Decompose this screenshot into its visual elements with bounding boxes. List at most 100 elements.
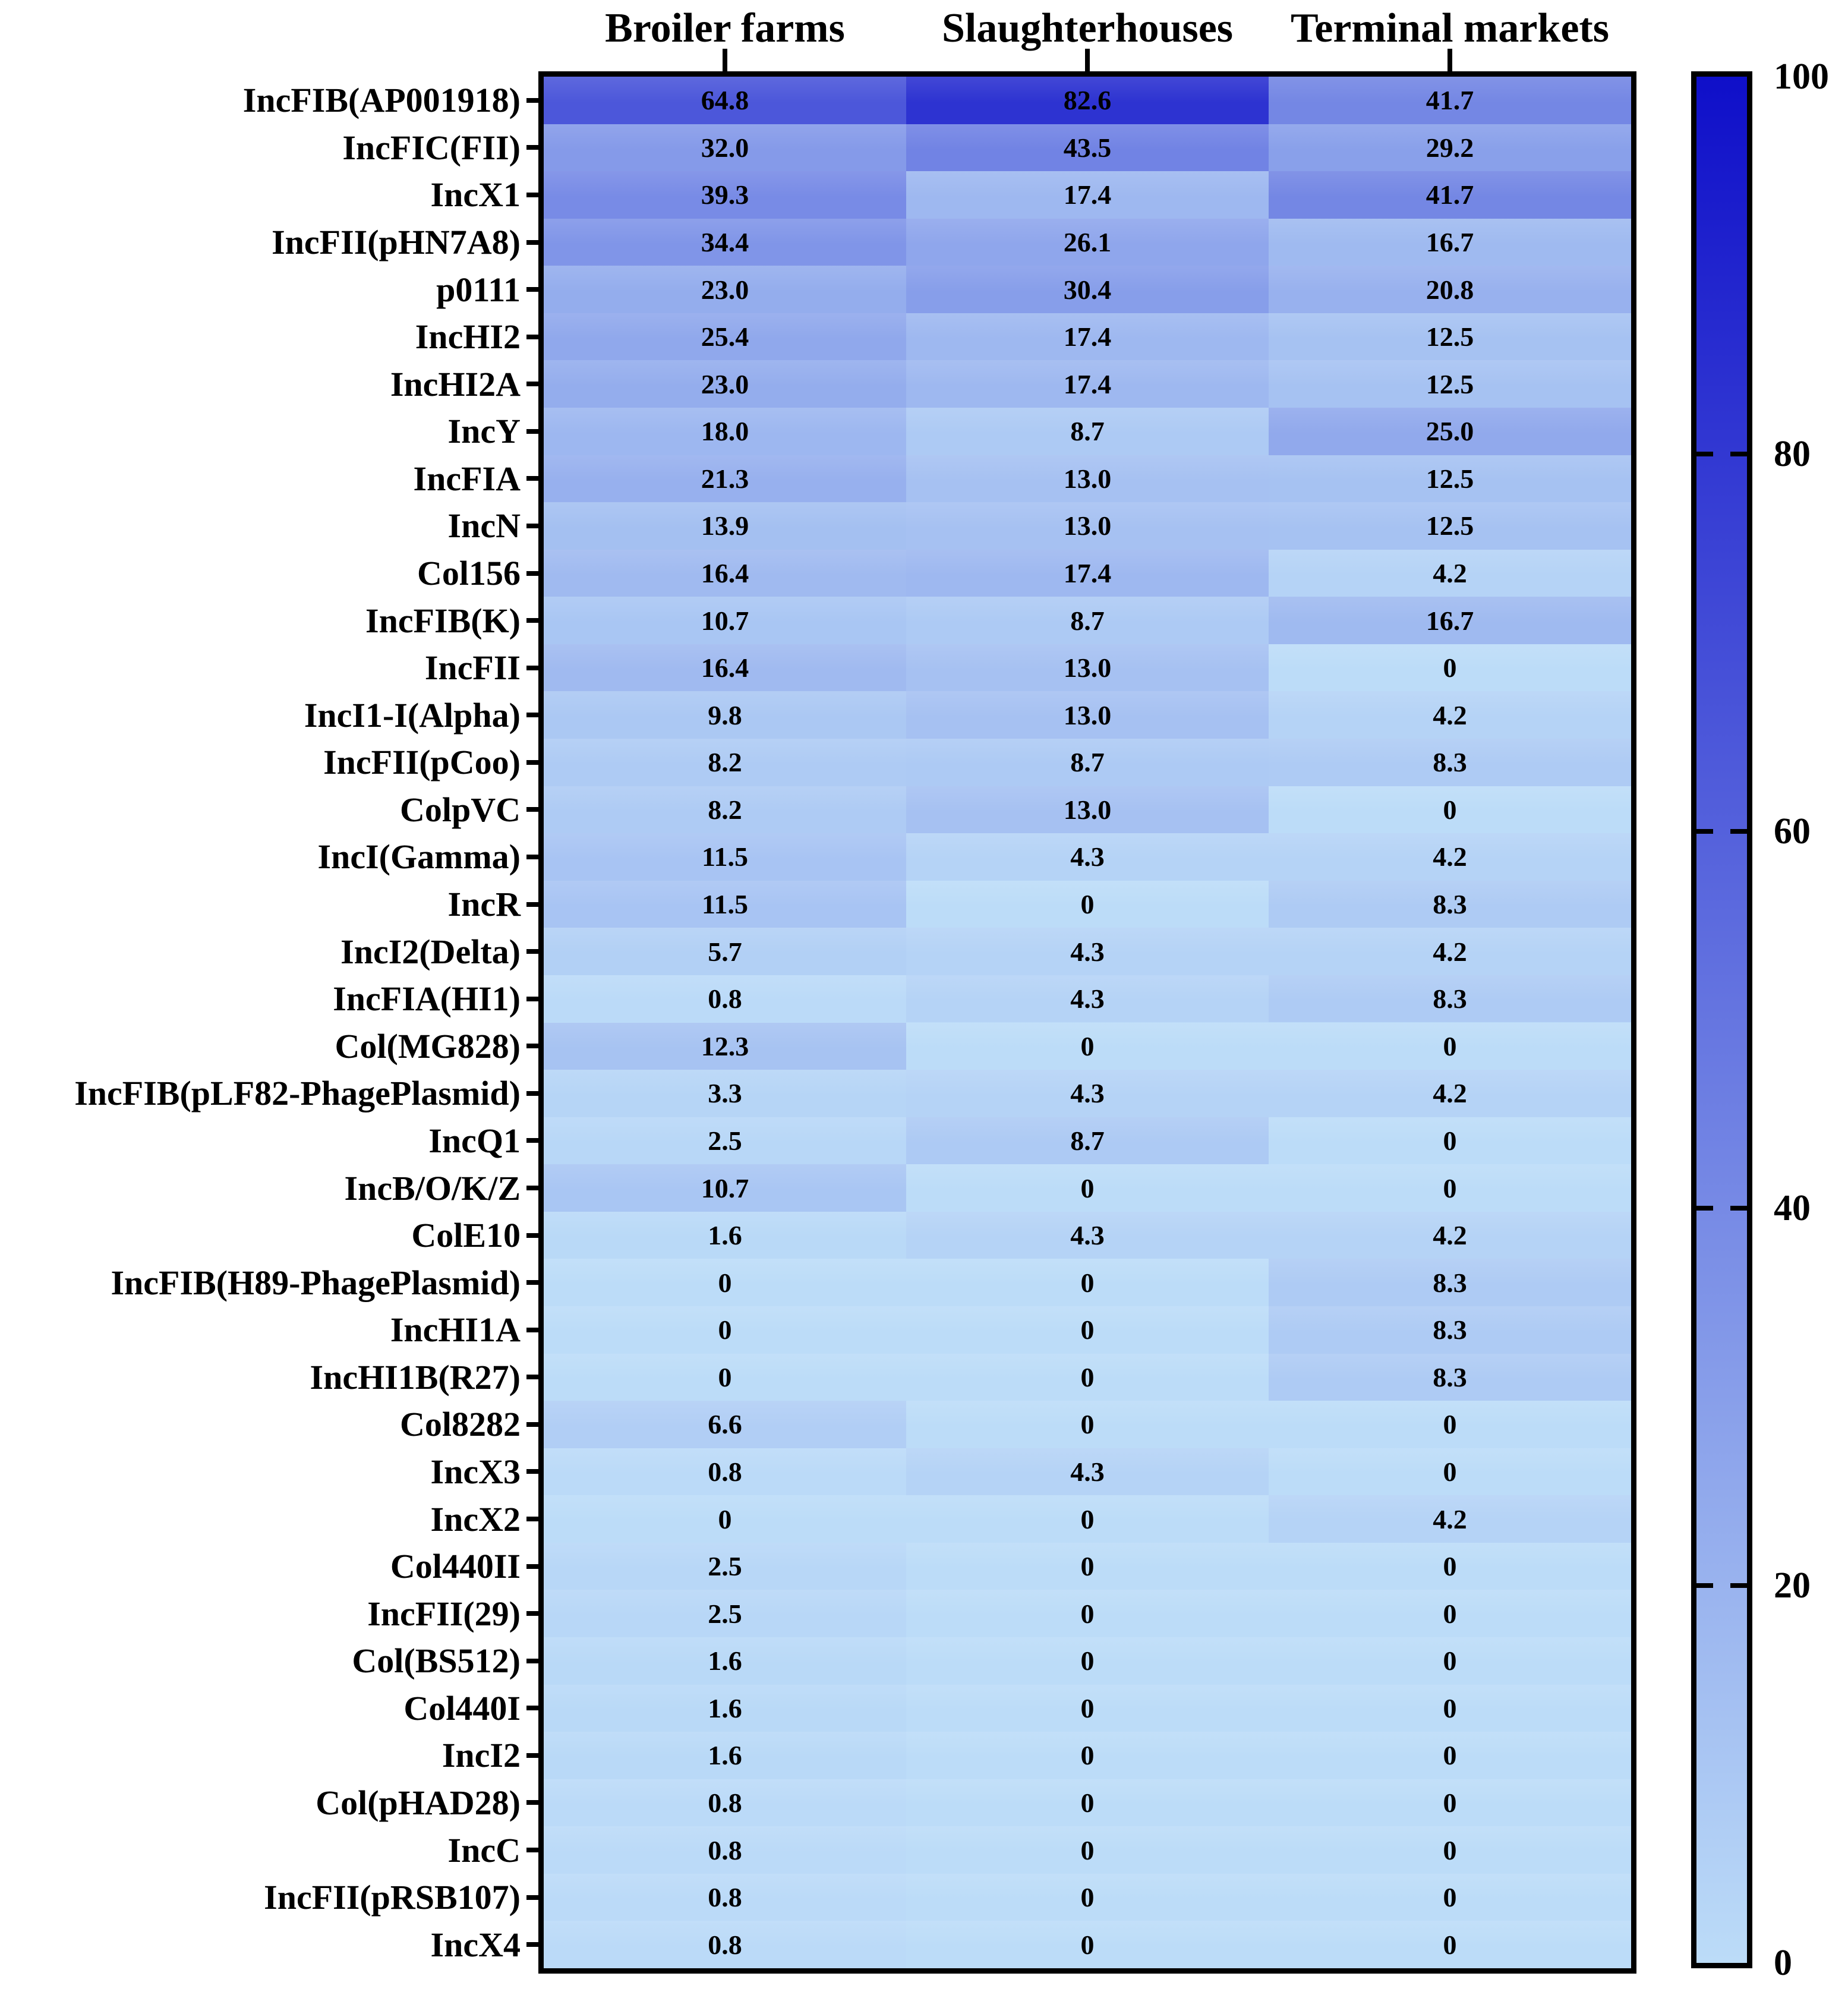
heatmap-cell: 0 xyxy=(1269,1921,1631,1968)
row-label: IncFIC(FII) xyxy=(342,128,521,167)
cell-value: 13.0 xyxy=(1063,699,1112,730)
heatmap-cell: 23.0 xyxy=(544,266,906,313)
heatmap-cell: 6.6 xyxy=(544,1401,906,1448)
cell-value: 0 xyxy=(1080,1315,1095,1345)
heatmap-cell: 2.5 xyxy=(544,1117,906,1165)
heatmap-cell: 11.5 xyxy=(544,880,906,928)
row-label: Col440II xyxy=(390,1547,521,1586)
row-label: IncHI1B(R27) xyxy=(310,1357,521,1397)
heatmap-cell: 0 xyxy=(906,880,1269,928)
heatmap-cell: 4.3 xyxy=(906,833,1269,881)
cell-value: 4.2 xyxy=(1433,936,1467,967)
cell-value: 8.3 xyxy=(1433,1267,1467,1298)
heatmap-cell: 8.2 xyxy=(544,739,906,786)
cell-value: 16.7 xyxy=(1426,605,1474,636)
heatmap-cell: 0 xyxy=(544,1495,906,1543)
row-tick xyxy=(526,1517,544,1522)
row-tick xyxy=(526,1800,544,1805)
row-label: p0111 xyxy=(436,270,521,309)
cell-value: 4.3 xyxy=(1070,936,1105,967)
cell-value: 0 xyxy=(1080,1787,1095,1818)
heatmap-cell: 0 xyxy=(1269,1684,1631,1732)
heatmap-cell: 8.3 xyxy=(1269,975,1631,1023)
row-tick xyxy=(526,713,544,718)
heatmap-cell: 0 xyxy=(906,1259,1269,1306)
cell-value: 8.7 xyxy=(1070,747,1105,778)
row-tick xyxy=(526,1753,544,1758)
cell-value: 4.2 xyxy=(1433,1504,1467,1534)
heatmap-cell: 0 xyxy=(906,1401,1269,1448)
colorbar-tick-right xyxy=(1730,1206,1747,1211)
row-label: IncFII xyxy=(424,648,521,688)
cell-value: 0 xyxy=(1443,1173,1457,1203)
cell-value: 4.3 xyxy=(1070,1456,1105,1487)
heatmap-cell: 26.1 xyxy=(906,218,1269,266)
cell-value: 12.5 xyxy=(1426,463,1474,494)
cell-value: 29.2 xyxy=(1426,132,1474,163)
heatmap-cell: 0 xyxy=(544,1306,906,1354)
row-label: IncX1 xyxy=(430,175,521,215)
heatmap-cell: 82.6 xyxy=(906,77,1269,124)
cell-value: 0 xyxy=(718,1315,732,1345)
heatmap-cell: 12.5 xyxy=(1269,313,1631,361)
heatmap-cell: 0 xyxy=(544,1259,906,1306)
colorbar-tick-label: 0 xyxy=(1774,1943,1792,1983)
heatmap-cell: 13.0 xyxy=(906,786,1269,834)
cell-value: 0 xyxy=(1080,1030,1095,1061)
heatmap-cell: 1.6 xyxy=(544,1211,906,1259)
heatmap-cell: 12.5 xyxy=(1269,360,1631,408)
row-label: IncFIA xyxy=(413,459,521,498)
cell-value: 0 xyxy=(1080,1598,1095,1629)
cell-value: 0 xyxy=(718,1361,732,1392)
row-tick xyxy=(526,949,544,954)
cell-value: 2.5 xyxy=(708,1598,742,1629)
heatmap-cell: 0 xyxy=(906,1873,1269,1921)
row-tick xyxy=(526,523,544,528)
heatmap-cell: 8.3 xyxy=(1269,1306,1631,1354)
row-label: IncX3 xyxy=(430,1452,521,1491)
row-label: IncC xyxy=(447,1830,521,1870)
row-label: IncFIB(pLF82-PhagePlasmid) xyxy=(74,1074,521,1113)
row-label: Col(pHAD28) xyxy=(316,1783,521,1822)
row-label: IncR xyxy=(447,885,521,924)
cell-value: 16.4 xyxy=(701,558,749,589)
cell-value: 4.2 xyxy=(1433,699,1467,730)
cell-value: 13.0 xyxy=(1063,510,1112,541)
colorbar-tick-label: 40 xyxy=(1774,1188,1811,1229)
row-tick xyxy=(526,902,544,907)
row-label: IncHI2 xyxy=(415,317,521,357)
heatmap-cell: 4.3 xyxy=(906,928,1269,975)
heatmap-cell: 20.8 xyxy=(1269,266,1631,313)
heatmap-cell: 3.3 xyxy=(544,1070,906,1117)
row-label: IncFII(pRSB107) xyxy=(264,1878,521,1917)
column-header-1: Broiler farms xyxy=(605,5,845,51)
row-label: Col(MG828) xyxy=(335,1026,521,1066)
cell-value: 0.8 xyxy=(708,1835,742,1865)
row-tick xyxy=(526,476,544,481)
row-tick xyxy=(526,1469,544,1474)
cell-value: 13.0 xyxy=(1063,463,1112,494)
cell-value: 8.7 xyxy=(1070,1125,1105,1156)
heatmap-cell: 1.6 xyxy=(544,1637,906,1685)
heatmap-cell: 0 xyxy=(906,1353,1269,1401)
row-tick xyxy=(526,1375,544,1380)
heatmap-cell: 0 xyxy=(906,1164,1269,1212)
colorbar-tick-left xyxy=(1696,1206,1713,1211)
cell-value: 2.5 xyxy=(708,1551,742,1582)
heatmap-cell: 0 xyxy=(1269,1637,1631,1685)
cell-value: 17.4 xyxy=(1063,322,1112,352)
heatmap-cell: 4.2 xyxy=(1269,833,1631,881)
cell-value: 11.5 xyxy=(702,842,748,872)
heatmap-cell: 13.0 xyxy=(906,691,1269,739)
heatmap-cell: 16.7 xyxy=(1269,597,1631,644)
cell-value: 26.1 xyxy=(1063,227,1112,257)
colorbar-tick-label: 80 xyxy=(1774,433,1811,474)
row-tick xyxy=(526,382,544,387)
heatmap-cell: 8.7 xyxy=(906,408,1269,455)
cell-value: 0 xyxy=(1080,1882,1095,1913)
cell-value: 2.5 xyxy=(708,1125,742,1156)
row-label: IncI2(Delta) xyxy=(340,932,521,971)
row-tick xyxy=(526,1611,544,1616)
row-label: IncI1-I(Alpha) xyxy=(304,695,521,735)
